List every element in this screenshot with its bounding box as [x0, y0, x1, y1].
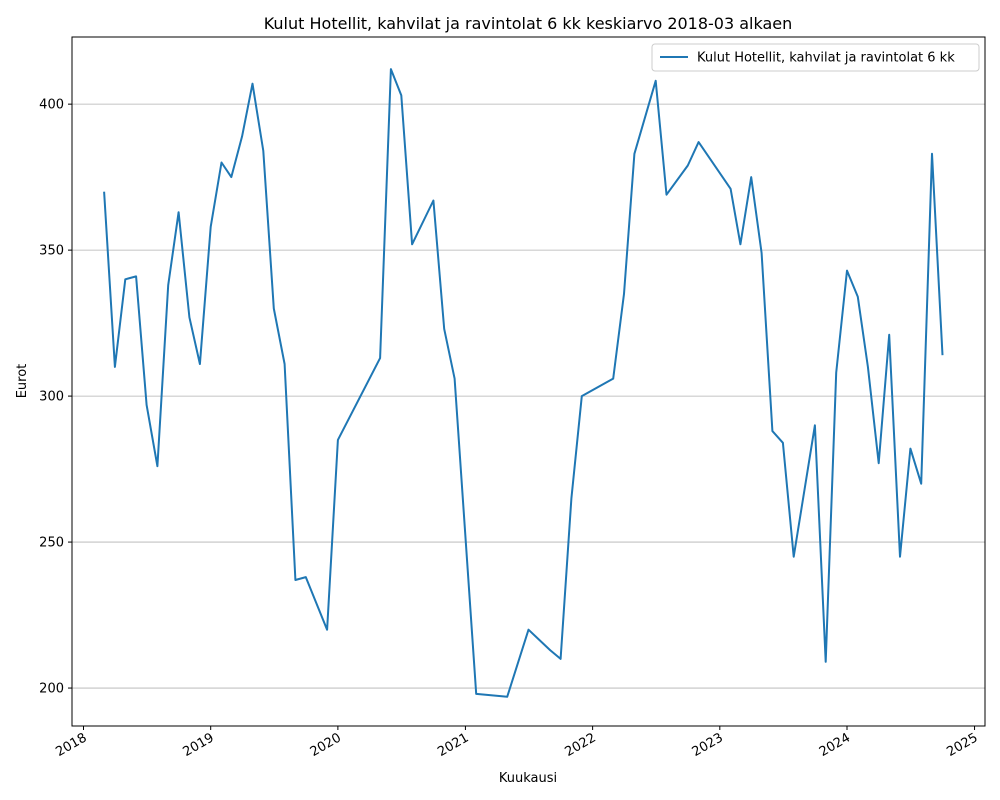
y-tick-label: 300: [39, 390, 64, 405]
x-tick-label: 2019: [181, 730, 217, 760]
legend-box: [651, 43, 980, 72]
line-layer: [103, 68, 944, 698]
y-tick-label: 400: [39, 98, 64, 113]
x-axis-label: Kuukausi: [499, 771, 557, 786]
y-tick-label: 200: [39, 682, 64, 697]
x-tick-label: 2025: [944, 730, 980, 760]
x-tick-label: 2024: [817, 730, 853, 760]
y-axis-label: Eurot: [15, 364, 30, 399]
chart-title: Kulut Hotellit, kahvilat ja ravintolat 6…: [264, 14, 793, 33]
y-tick-label: 350: [39, 244, 64, 259]
grid-layer: [72, 103, 985, 689]
legend: Kulut Hotellit, kahvilat ja ravintolat 6…: [651, 43, 980, 72]
x-tick-label: 2020: [308, 730, 344, 760]
x-tick-label: 2018: [53, 730, 89, 760]
axis-layer: 200 250 300 350 400 2018 2019 2020 2021 2022 2023 2…: [39, 98, 980, 760]
x-tick-label: 2023: [690, 730, 726, 760]
x-tick-label: 2022: [562, 730, 598, 760]
plot-frame: [71, 36, 986, 727]
x-tick-label: 2021: [435, 730, 471, 760]
y-tick-label: 250: [39, 536, 64, 551]
legend-label: Kulut Hotellit, kahvilat ja ravintolat 6…: [697, 51, 955, 66]
series-line: [103, 68, 944, 698]
